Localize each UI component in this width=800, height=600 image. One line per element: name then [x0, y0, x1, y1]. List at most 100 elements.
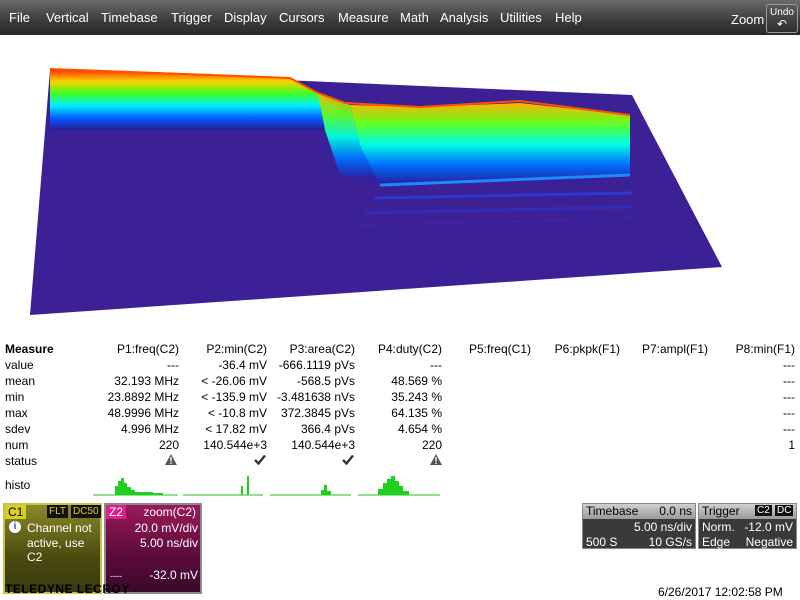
c1-message-line1: Channel not — [27, 521, 92, 535]
plot-peak-line — [49, 68, 631, 116]
row-label-sdev: sdev — [5, 422, 31, 436]
measure-cell: 366.4 pVs — [300, 422, 355, 436]
plot-ridge-4 — [359, 217, 633, 226]
undo-icon: ↶ — [776, 17, 788, 31]
menu-analysis[interactable]: Analysis — [440, 10, 489, 25]
trigger-descriptor[interactable]: Trigger C2 DC Norm. -12.0 mV Edge Negati… — [698, 503, 797, 549]
measure-cell: --- — [167, 358, 179, 372]
param-header-p1[interactable]: P1:freq(C2) — [116, 342, 179, 356]
trigger-slope: Negative — [745, 535, 793, 549]
status-warning-icon — [165, 454, 177, 468]
undo-button[interactable]: Undo ↶ — [766, 4, 798, 33]
c1-filter-badge: FLT — [47, 505, 69, 518]
c1-coupling-badge: DC50 — [71, 505, 101, 518]
measure-cell: --- — [783, 406, 795, 420]
param-header-p6[interactable]: P6:pkpk(F1) — [554, 342, 620, 356]
param-header-p3[interactable]: P3:area(C2) — [289, 342, 355, 356]
z2-title: zoom(C2) — [143, 505, 196, 519]
waveform-3d-plot[interactable] — [0, 35, 800, 340]
param-header-p2[interactable]: P2:min(C2) — [206, 342, 267, 356]
measure-cell: 4.996 MHz — [120, 422, 179, 436]
histogram-p3 — [270, 485, 351, 496]
menu-file[interactable]: File — [9, 10, 30, 25]
measure-cell: 220 — [421, 438, 442, 452]
zoom-label: Zoom — [731, 12, 765, 27]
z2-marker: ---- — [110, 571, 122, 581]
measure-cell: --- — [783, 390, 795, 404]
plot-ridge-3 — [364, 205, 633, 215]
row-label-status: status — [5, 454, 38, 468]
status-check-icon — [254, 454, 266, 468]
measure-cell: 372.3845 pVs — [280, 406, 355, 420]
param-header-p7[interactable]: P7:ampl(F1) — [641, 342, 708, 356]
measure-cell: --- — [430, 358, 442, 372]
measure-cell: < -135.9 mV — [201, 390, 267, 404]
status-check-icon — [342, 454, 354, 468]
menu-timebase[interactable]: Timebase — [101, 10, 158, 25]
measure-cell: -568.5 pVs — [296, 374, 355, 388]
menu-vertical[interactable]: Vertical — [46, 10, 89, 25]
z2-offset: -32.0 mV — [149, 568, 198, 582]
measure-cell: -36.4 mV — [218, 358, 267, 372]
row-label-value: value — [5, 358, 34, 372]
menu-help[interactable]: Help — [555, 10, 582, 25]
measure-cell: 48.569 % — [391, 374, 442, 388]
trigger-title: Trigger — [702, 504, 740, 518]
histogram-p4 — [358, 476, 440, 496]
measure-cell: < 17.82 mV — [205, 422, 267, 436]
measure-cell: 23.8892 MHz — [107, 390, 179, 404]
measure-table: Measure P1:freq(C2) P2:min(C2) P3:area(C… — [0, 342, 800, 502]
measure-cell: --- — [783, 358, 795, 372]
plot-surface-high — [50, 69, 340, 130]
trigger-mode: Norm. — [702, 520, 735, 534]
menu-math[interactable]: Math — [400, 10, 429, 25]
param-header-p8[interactable]: P8:min(F1) — [735, 342, 795, 356]
z2-label: Z2 — [106, 505, 127, 519]
timebase-time-per-div: 5.00 ns/div — [633, 520, 692, 534]
row-label-histo: histo — [5, 478, 31, 492]
timebase-header — [583, 504, 695, 519]
measure-title: Measure — [5, 342, 54, 356]
menu-bar: File Vertical Timebase Trigger Display C… — [0, 0, 800, 35]
measure-cell: 140.544e+3 — [291, 438, 355, 452]
menu-trigger[interactable]: Trigger — [171, 10, 212, 25]
param-header-p4[interactable]: P4:duty(C2) — [377, 342, 442, 356]
c1-label: C1 — [5, 505, 27, 519]
histogram-p1 — [93, 478, 178, 496]
channel-c1-descriptor[interactable]: C1 FLT DC50 i Channel not active, use C2 — [3, 503, 102, 594]
measure-cell: 32.193 MHz — [114, 374, 179, 388]
trigger-type: Edge — [702, 535, 731, 549]
measure-cell: 35.243 % — [391, 390, 442, 404]
timebase-delay: 0.0 ns — [659, 504, 692, 518]
timebase-descriptor[interactable]: Timebase 0.0 ns 5.00 ns/div 500 S 10 GS/… — [582, 503, 696, 549]
menu-measure[interactable]: Measure — [338, 10, 389, 25]
c1-message-line3: C2 — [27, 550, 43, 564]
row-label-min: min — [5, 390, 25, 404]
plot-surface-low — [350, 103, 630, 185]
measure-cell: -666.1119 pVs — [278, 358, 355, 372]
menu-utilities[interactable]: Utilities — [500, 10, 542, 25]
measure-cell: 220 — [158, 438, 179, 452]
row-label-mean: mean — [5, 374, 36, 388]
undo-label: Undo — [770, 7, 794, 18]
info-icon: i — [9, 521, 21, 533]
measure-cell: 48.9996 MHz — [107, 406, 179, 420]
timebase-sample-rate: 10 GS/s — [648, 535, 692, 549]
measure-cell: --- — [783, 374, 795, 388]
trigger-source-badge: C2 — [755, 505, 772, 516]
menu-cursors[interactable]: Cursors — [279, 10, 325, 25]
histogram-strip — [93, 476, 440, 496]
zoom-z2-descriptor[interactable]: Z2 zoom(C2) 20.0 mV/div 5.00 ns/div ----… — [104, 503, 202, 594]
row-label-max: max — [5, 406, 28, 420]
measure-cell: --- — [783, 422, 795, 436]
z2-volts-per-div: 20.0 mV/div — [134, 521, 198, 535]
param-header-p5[interactable]: P5:freq(C1) — [468, 342, 531, 356]
plot-ridge-2 — [374, 191, 633, 200]
z2-time-per-div: 5.00 ns/div — [139, 536, 198, 550]
trigger-coupling-badge: DC — [775, 505, 794, 516]
row-label-num: num — [5, 438, 29, 452]
measure-cell: 4.654 % — [397, 422, 442, 436]
menu-display[interactable]: Display — [224, 10, 267, 25]
measure-cell: < -10.8 mV — [207, 406, 267, 420]
date-time: 6/26/2017 12:02:58 PM — [658, 585, 783, 599]
